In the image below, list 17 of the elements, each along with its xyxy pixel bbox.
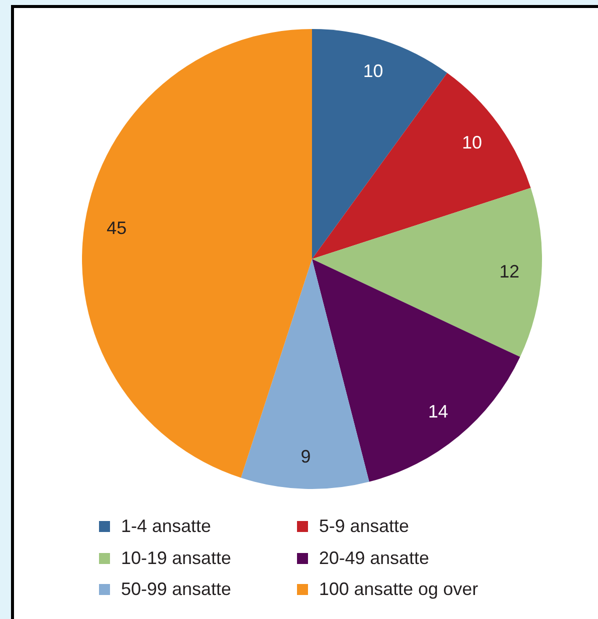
data-label: 12 <box>499 261 520 282</box>
legend-label: 10-19 ansatte <box>121 548 232 569</box>
legend-label: 1-4 ansatte <box>121 516 212 538</box>
data-label: 14 <box>428 401 448 422</box>
data-label: 10 <box>363 60 384 81</box>
data-label: 9 <box>300 446 311 467</box>
legend-label: 100 ansatte og over <box>319 579 478 600</box>
pie-slice <box>312 188 542 357</box>
pie-slice <box>240 259 370 489</box>
legend-label: 20-49 ansatte <box>319 548 430 569</box>
legend-label: 5-9 ansatte <box>319 516 410 538</box>
data-label: 10 <box>462 132 482 153</box>
pie-slice <box>312 29 448 259</box>
data-label: 45 <box>106 218 127 238</box>
legend-label: 50-99 ansatte <box>121 579 232 600</box>
pie-slice <box>312 259 520 482</box>
pie-slice <box>82 29 312 478</box>
